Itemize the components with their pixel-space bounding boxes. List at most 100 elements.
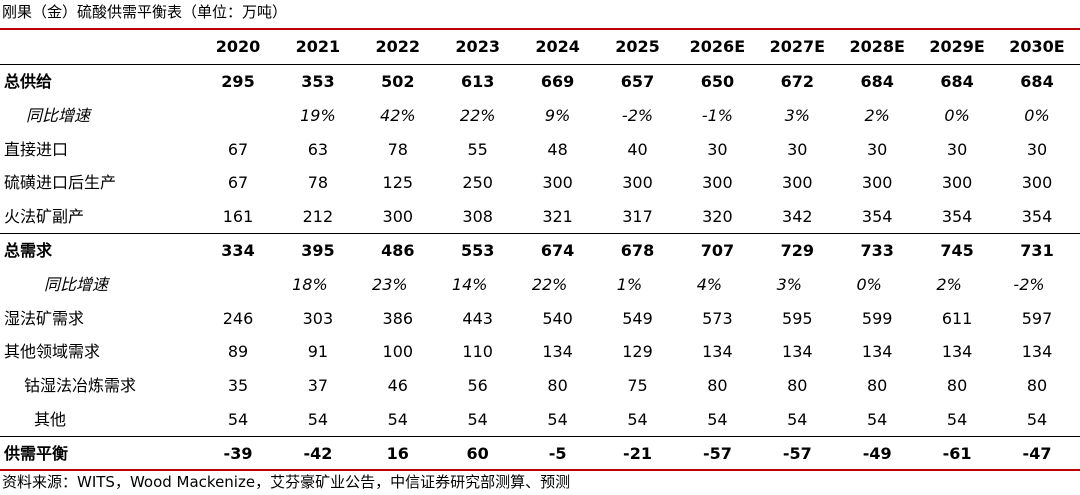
table-cell: -21 — [623, 443, 652, 463]
table-cell: 54 — [627, 410, 648, 429]
table-cell: 54 — [467, 410, 488, 429]
column-header: 2020 — [215, 37, 261, 56]
table-cell: 684 — [940, 72, 974, 91]
table-cell: 80 — [946, 376, 968, 396]
table-cell: 0% — [1024, 105, 1050, 125]
table-title: 刚果（金）硫酸供需平衡表（单位：万吨） — [2, 3, 288, 21]
table-cell: 22% — [531, 274, 568, 294]
table-cell: -49 — [862, 443, 892, 463]
table-cell: 334 — [221, 241, 255, 260]
table-cell: 731 — [1020, 241, 1054, 260]
table-cell: 502 — [381, 72, 415, 91]
table-cell: 54 — [867, 410, 888, 429]
table-cell: 657 — [620, 72, 655, 91]
table-cell: 30 — [946, 139, 968, 159]
table-cell: 486 — [381, 241, 415, 260]
table-cell: 353 — [301, 72, 335, 91]
table-cell: 134 — [782, 342, 813, 362]
table-cell: 125 — [382, 173, 414, 193]
row-label: 同比增速 — [44, 274, 109, 294]
table-cell: 134 — [702, 342, 733, 362]
table-cell: 60 — [466, 443, 489, 463]
table-cell: 80 — [787, 376, 808, 396]
column-header: 2023 — [455, 37, 500, 56]
table-cell: 300 — [861, 173, 893, 193]
table-cell: 54 — [227, 410, 249, 429]
section-rule — [0, 436, 1080, 437]
table-cell: 134 — [542, 342, 573, 362]
table-cell: 3% — [784, 105, 810, 125]
table-cell: 100 — [382, 342, 414, 362]
table-cell: 30 — [787, 139, 808, 159]
table-cell: 733 — [860, 241, 894, 260]
table-cell: 300 — [1021, 173, 1053, 193]
table-cell: 54 — [307, 410, 329, 429]
table-cell: 78 — [307, 173, 329, 193]
table-cell: 308 — [462, 207, 493, 227]
table-cell: 9% — [544, 105, 571, 125]
table-cell: 46 — [387, 376, 408, 396]
table-cell: 89 — [227, 342, 249, 362]
table-cell: 443 — [462, 308, 493, 328]
table-cell: 549 — [622, 308, 653, 328]
table-cell: 317 — [622, 207, 653, 227]
table-cell: 300 — [542, 173, 573, 193]
table-cell: 321 — [542, 207, 573, 227]
row-label: 供需平衡 — [4, 443, 69, 463]
source-note: 资料来源：WITS，Wood Mackenize，艾芬豪矿业公告，中信证券研究部… — [2, 473, 571, 491]
column-header: 2027E — [769, 37, 826, 56]
table-cell: 37 — [307, 376, 329, 396]
table-cell: 0% — [856, 274, 882, 294]
table-cell: 553 — [460, 241, 495, 260]
table-cell: 67 — [227, 139, 249, 159]
section-rule — [0, 233, 1080, 234]
table-cell: 354 — [941, 207, 973, 227]
table-cell: 129 — [622, 342, 653, 362]
table-cell: 80 — [867, 376, 888, 396]
top-rule — [0, 28, 1080, 30]
table-cell: 246 — [222, 308, 254, 328]
table-cell: 669 — [540, 72, 575, 91]
table-cell: 4% — [696, 274, 723, 294]
table-cell: 599 — [861, 308, 893, 328]
table-cell: 134 — [861, 342, 893, 362]
table-cell: 354 — [1021, 207, 1053, 227]
table-cell: 303 — [302, 308, 334, 328]
column-header: 2022 — [375, 37, 421, 56]
table-cell: 30 — [1026, 139, 1048, 159]
table-cell: 54 — [787, 410, 808, 429]
table-cell: -57 — [702, 443, 732, 463]
row-label: 总需求 — [4, 241, 53, 260]
table-cell: 23% — [372, 274, 408, 294]
table-cell: 75 — [627, 376, 648, 396]
table-cell: 650 — [700, 72, 735, 91]
row-label: 其他 — [34, 410, 67, 429]
table-cell: 14% — [451, 274, 488, 294]
table-cell: 67 — [227, 173, 249, 193]
column-header: 2029E — [929, 37, 985, 56]
table-cell: -1% — [701, 105, 733, 125]
table-cell: 250 — [462, 173, 493, 193]
table-cell: -47 — [1022, 443, 1052, 463]
table-cell: 1% — [616, 274, 643, 294]
table-cell: 595 — [782, 308, 813, 328]
header-rule — [0, 64, 1080, 65]
table-cell: -42 — [303, 443, 333, 463]
table-cell: 30 — [867, 139, 888, 159]
table-cell: 30 — [707, 139, 728, 159]
table-cell: 54 — [547, 410, 568, 429]
table-cell: 684 — [1020, 72, 1054, 91]
table-cell: 300 — [782, 173, 813, 193]
table-cell: 684 — [860, 72, 894, 91]
table-cell: 729 — [780, 241, 814, 260]
table-cell: 300 — [622, 173, 653, 193]
table-cell: 300 — [941, 173, 973, 193]
table-cell: 161 — [222, 207, 254, 227]
table-cell: 35 — [227, 376, 249, 396]
row-label: 钴湿法冶炼需求 — [24, 376, 137, 396]
table-cell: 212 — [302, 207, 334, 227]
table-cell: 80 — [1026, 376, 1048, 396]
table-cell: 63 — [307, 139, 329, 159]
bottom-rule — [0, 469, 1080, 471]
